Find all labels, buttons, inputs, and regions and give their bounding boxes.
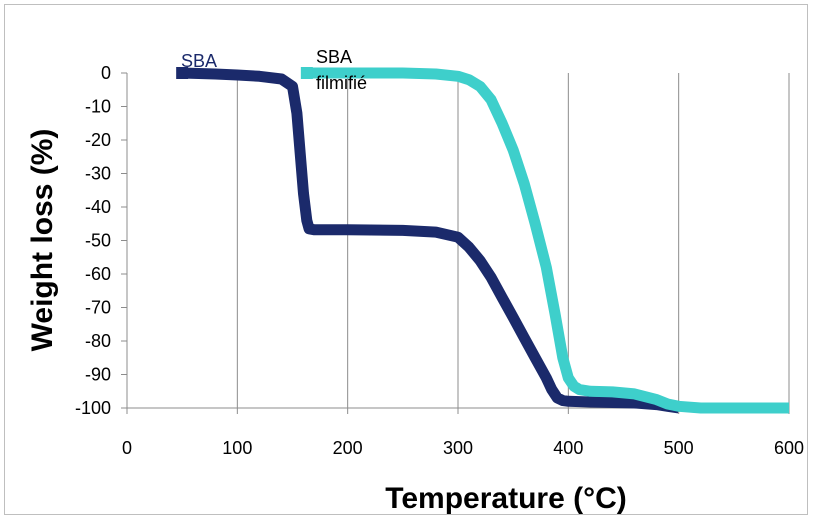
y-tick-label: 0 (101, 63, 111, 83)
y-tick-label: -80 (85, 331, 111, 351)
y-axis-title: Weight loss (%) (26, 129, 59, 352)
x-tick-labels: 0 100 200 300 400 500 600 (122, 438, 804, 458)
sba-start-marker (176, 67, 189, 79)
x-axis-title: Temperature (°C) (385, 482, 626, 515)
y-tick-label: -60 (85, 264, 111, 284)
sba-filmifie-series-line (306, 67, 789, 414)
sba-series-line (182, 67, 680, 414)
y-tick-label: -70 (85, 298, 111, 318)
series-layer (176, 67, 789, 414)
sba-filmifie-start-marker (300, 67, 313, 79)
y-tick-label: -90 (85, 365, 111, 385)
gridlines (236, 73, 790, 408)
y-tick-label: -100 (75, 398, 111, 418)
y-tick-label: -30 (85, 164, 111, 184)
x-tick-label: 400 (553, 438, 583, 458)
chart-frame (4, 4, 808, 515)
axes (121, 72, 790, 414)
y-tick-label: -50 (85, 231, 111, 251)
x-tick-label: 500 (664, 438, 694, 458)
sba-filmifie-series-label-line2: filmifié (316, 73, 367, 93)
y-tick-labels: 0 -10 -20 -30 -40 -50 -60 -70 -80 -90 -100 (75, 63, 111, 418)
x-tick-label: 300 (443, 438, 473, 458)
y-tick-label: -20 (85, 130, 111, 150)
y-tick-label: -10 (85, 97, 111, 117)
sba-filmifie-series-label-line1: SBA (316, 47, 352, 67)
x-tick-label: 200 (333, 438, 363, 458)
x-tick-label: 0 (122, 438, 132, 458)
y-tick-label: -40 (85, 197, 111, 217)
sba-series-label: SBA (181, 51, 217, 71)
x-tick-label: 600 (774, 438, 804, 458)
x-tick-label: 100 (222, 438, 252, 458)
